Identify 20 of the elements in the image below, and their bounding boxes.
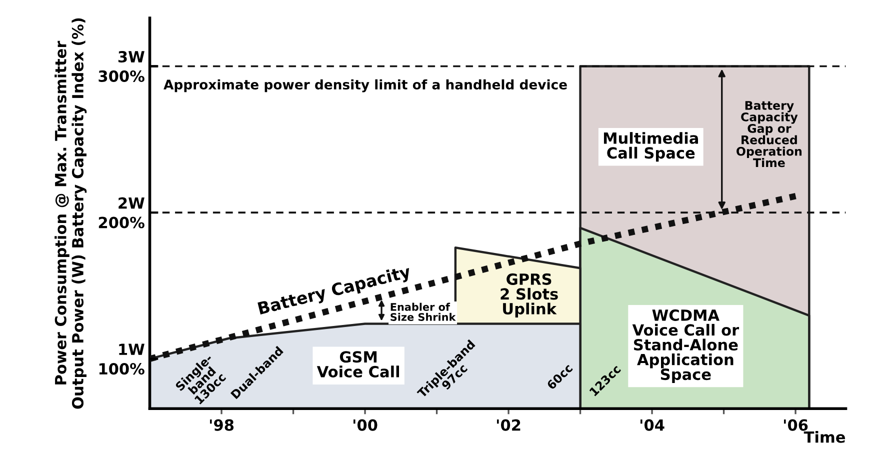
y2-tick-label: 3W bbox=[118, 50, 144, 63]
annotation: GSM Voice Call bbox=[316, 351, 400, 378]
x-tick-label: '02 bbox=[497, 419, 520, 431]
annotation: Multimedia Call Space bbox=[604, 132, 698, 162]
x-tick-label: '06 bbox=[784, 419, 808, 431]
y-tick-label: 100% bbox=[99, 363, 144, 375]
y-tick-label: 200% bbox=[98, 216, 144, 228]
y-tick-label: 300% bbox=[98, 70, 144, 82]
y-axis-title: Power Consumption @ Max. Transmitter Output Power (W) Battery Capacity Index (%) bbox=[54, 18, 87, 409]
ref-line-label: Approximate power density limit of a handheld device bbox=[164, 79, 567, 92]
x-axis-title: Time bbox=[804, 431, 846, 443]
annotation: Enabler of Size Shrink bbox=[390, 302, 456, 321]
y2-tick-label: 2W bbox=[118, 197, 144, 209]
x-tick-label: '98 bbox=[210, 419, 234, 431]
x-tick-label: '04 bbox=[640, 419, 664, 431]
x-tick-label: '00 bbox=[354, 419, 378, 431]
annotation: GPRS 2 Slots Uplink bbox=[500, 273, 558, 318]
y2-tick-label: 1W bbox=[119, 344, 144, 355]
annotation: Battery Capacity Gap or Reduced Operation Time bbox=[736, 101, 802, 168]
annotation: WCDMA Voice Call or Stand-Alone Application Space bbox=[632, 309, 740, 384]
